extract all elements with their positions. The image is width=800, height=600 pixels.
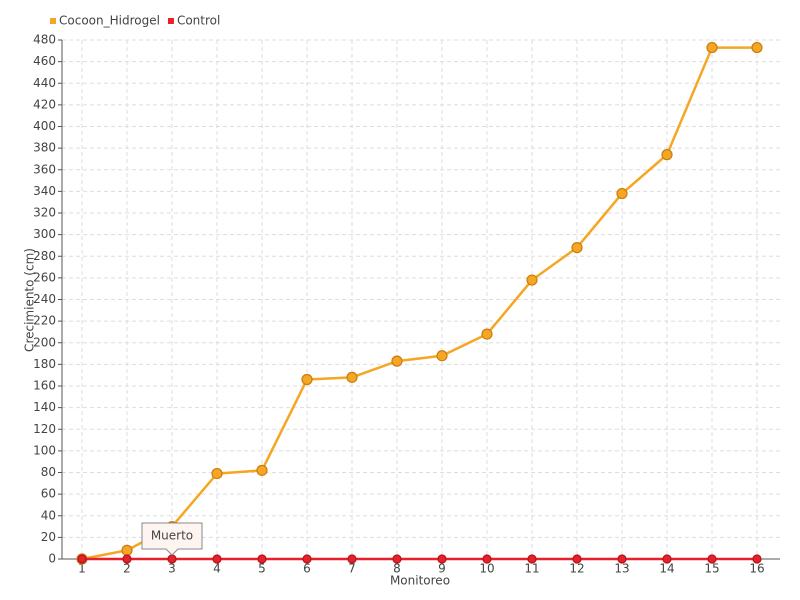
y-tick-label: 480 bbox=[33, 33, 56, 47]
data-point bbox=[301, 373, 313, 386]
data-point bbox=[167, 554, 177, 564]
legend-swatch bbox=[167, 18, 174, 24]
data-point bbox=[77, 554, 87, 564]
x-tick-label: 13 bbox=[614, 562, 629, 576]
y-tick-label: 440 bbox=[33, 76, 56, 90]
annotation-text: Muerto bbox=[151, 529, 193, 543]
y-tick-label: 320 bbox=[33, 206, 56, 220]
data-point bbox=[437, 554, 447, 564]
data-point bbox=[706, 41, 718, 54]
y-tick-label: 180 bbox=[33, 357, 56, 371]
x-tick-label: 14 bbox=[659, 562, 674, 576]
annotation: Muerto bbox=[141, 522, 203, 556]
y-tick-label: 460 bbox=[33, 54, 56, 68]
x-tick-label: 1 bbox=[78, 562, 86, 576]
x-tick-label: 9 bbox=[438, 562, 446, 576]
data-point bbox=[436, 350, 448, 362]
x-tick-label: 16 bbox=[749, 562, 764, 576]
data-point bbox=[481, 328, 493, 340]
x-tick-label: 4 bbox=[213, 562, 221, 576]
y-tick-label: 280 bbox=[33, 249, 56, 263]
data-point bbox=[752, 554, 762, 564]
data-point bbox=[347, 554, 357, 564]
data-point bbox=[257, 554, 267, 564]
x-tick-label: 6 bbox=[303, 562, 311, 576]
data-point bbox=[121, 544, 133, 556]
y-tick-label: 60 bbox=[41, 487, 56, 501]
data-point bbox=[346, 371, 358, 383]
legend-label: Cocoon_Hidrogel bbox=[59, 14, 160, 28]
data-point bbox=[391, 355, 403, 367]
data-point bbox=[572, 554, 582, 564]
data-point bbox=[751, 41, 763, 54]
data-point bbox=[122, 554, 132, 564]
data-point bbox=[571, 242, 583, 254]
y-tick-label: 100 bbox=[33, 443, 56, 457]
x-tick-label: 12 bbox=[569, 562, 584, 576]
data-point bbox=[617, 554, 627, 564]
x-tick-label: 15 bbox=[704, 562, 719, 576]
y-tick-label: 200 bbox=[33, 335, 56, 349]
y-tick-label: 0 bbox=[48, 552, 56, 566]
annotation-box bbox=[141, 522, 203, 556]
data-point bbox=[302, 554, 312, 564]
y-tick-label: 160 bbox=[33, 379, 56, 393]
x-tick-label: 11 bbox=[524, 562, 539, 576]
y-tick-label: 220 bbox=[33, 314, 56, 328]
y-tick-label: 20 bbox=[41, 530, 56, 544]
data-point bbox=[482, 554, 492, 564]
y-tick-label: 260 bbox=[33, 270, 56, 284]
y-tick-label: 420 bbox=[33, 97, 56, 111]
y-tick-label: 400 bbox=[33, 119, 56, 133]
data-point bbox=[526, 274, 538, 286]
y-tick-label: 120 bbox=[33, 422, 56, 436]
x-tick-label: 5 bbox=[258, 562, 266, 576]
y-axis-label: Crecimiento (cm) bbox=[23, 248, 37, 352]
y-tick-label: 340 bbox=[33, 184, 56, 198]
y-tick-label: 380 bbox=[33, 141, 56, 155]
x-tick-label: 2 bbox=[123, 562, 131, 576]
legend-swatch bbox=[50, 18, 56, 24]
x-tick-label: 10 bbox=[479, 562, 494, 576]
legend-label: Control bbox=[177, 14, 220, 28]
data-point bbox=[211, 467, 223, 480]
data-point bbox=[661, 149, 673, 161]
data-point bbox=[392, 554, 402, 564]
y-tick-label: 40 bbox=[41, 508, 56, 522]
x-axis-label: Monitoreo bbox=[390, 574, 450, 588]
x-tick-label: 3 bbox=[168, 562, 176, 576]
y-tick-label: 240 bbox=[33, 292, 56, 306]
data-point bbox=[707, 554, 717, 564]
data-point bbox=[256, 464, 268, 476]
y-tick-label: 360 bbox=[33, 162, 56, 176]
data-point bbox=[616, 187, 628, 200]
y-tick-label: 300 bbox=[33, 227, 56, 241]
data-point bbox=[527, 554, 537, 564]
series-line bbox=[81, 46, 757, 561]
y-tick-label: 140 bbox=[33, 400, 56, 414]
data-point bbox=[662, 554, 672, 564]
x-tick-label: 8 bbox=[393, 562, 401, 576]
x-tick-label: 7 bbox=[348, 562, 356, 576]
y-tick-label: 80 bbox=[41, 465, 56, 479]
data-point bbox=[212, 554, 222, 564]
